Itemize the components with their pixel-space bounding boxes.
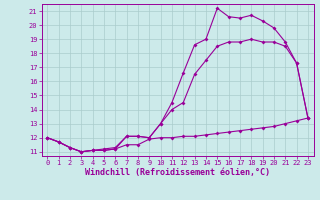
X-axis label: Windchill (Refroidissement éolien,°C): Windchill (Refroidissement éolien,°C) (85, 168, 270, 177)
